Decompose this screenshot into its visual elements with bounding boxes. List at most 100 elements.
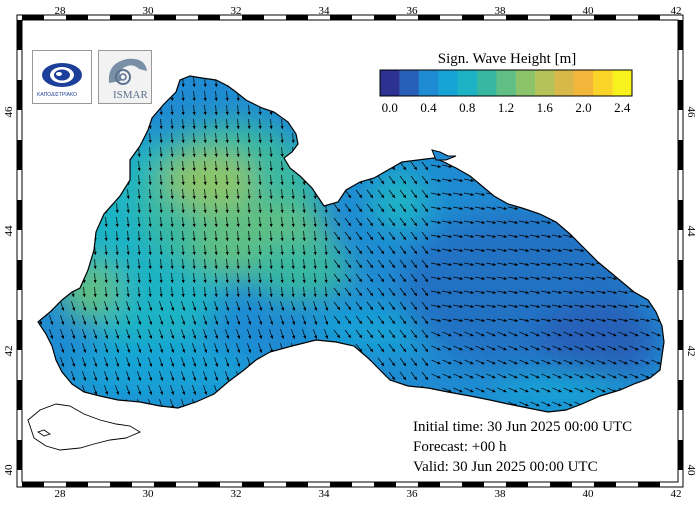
wave-arrow-head bbox=[380, 180, 384, 184]
wave-arrow-head bbox=[94, 321, 98, 325]
wave-arrow-head bbox=[547, 290, 551, 294]
wave-arrow-head bbox=[503, 347, 507, 351]
wave-arrow-head bbox=[159, 237, 163, 241]
wave-arrow-head bbox=[569, 234, 573, 238]
wave-arrow-head bbox=[258, 167, 262, 171]
wave-arrow-head bbox=[93, 251, 97, 255]
wave-arrow-head bbox=[127, 321, 131, 325]
wave-arrow-head bbox=[424, 362, 428, 366]
wave-arrow-head bbox=[280, 223, 284, 227]
wave-arrow-head bbox=[369, 180, 373, 184]
wave-arrow-head bbox=[39, 321, 43, 325]
wave-arrow-head bbox=[138, 377, 142, 381]
wave-arrow-head bbox=[514, 248, 518, 252]
wave-arrow-head bbox=[269, 209, 273, 213]
wave-arrow-head bbox=[459, 389, 463, 393]
wave-arrow-head bbox=[424, 222, 428, 226]
wave-arrow-head bbox=[269, 293, 273, 297]
wave-arrow-head bbox=[624, 318, 628, 322]
wave-arrow-head bbox=[302, 251, 306, 255]
wave-arrow-head bbox=[192, 209, 196, 213]
wave-arrow-head bbox=[558, 318, 562, 322]
wave-arrow-head bbox=[72, 377, 76, 381]
wave-arrow-head bbox=[258, 209, 262, 213]
wave-arrow-head bbox=[259, 307, 263, 311]
wave-arrow-head bbox=[226, 307, 230, 311]
wave-arrow-head bbox=[448, 375, 452, 379]
colorbar-tick-label: 2.0 bbox=[575, 100, 591, 115]
wave-arrow-head bbox=[324, 237, 328, 241]
wave-arrow-head bbox=[324, 209, 328, 213]
wave-arrow-head bbox=[413, 348, 417, 352]
wave-arrow-head bbox=[203, 97, 207, 101]
wave-arrow-head bbox=[181, 167, 185, 171]
wave-arrow-head bbox=[226, 321, 230, 325]
wave-arrow-head bbox=[536, 276, 540, 280]
wave-arrow-head bbox=[203, 223, 207, 227]
wave-arrow-head bbox=[602, 290, 606, 294]
wave-arrow-head bbox=[116, 335, 120, 339]
wave-arrow-head bbox=[470, 220, 474, 224]
wave-arrow-head bbox=[314, 321, 318, 325]
wave-arrow-head bbox=[470, 375, 474, 379]
wave-arrow-head bbox=[558, 375, 562, 379]
wave-arrow-head bbox=[336, 208, 340, 212]
wave-arrow-head bbox=[214, 125, 218, 129]
wave-arrow-head bbox=[236, 181, 240, 185]
wave-arrow-head bbox=[391, 362, 395, 366]
wave-arrow-head bbox=[413, 320, 417, 324]
wave-arrow-head bbox=[214, 167, 218, 171]
wave-arrow-head bbox=[470, 318, 474, 322]
wave-arrow-head bbox=[424, 348, 428, 352]
wave-arrow-head bbox=[602, 276, 606, 280]
wave-arrow-head bbox=[525, 347, 529, 351]
wave-arrow-head bbox=[192, 83, 196, 87]
wave-arrow-head bbox=[302, 209, 306, 213]
wave-arrow-head bbox=[116, 321, 120, 325]
wave-arrow-head bbox=[413, 222, 417, 226]
colorbar-swatch bbox=[399, 70, 420, 96]
wave-arrow-head bbox=[247, 167, 251, 171]
lon-label-top: 34 bbox=[319, 5, 331, 17]
wave-arrow-head bbox=[547, 248, 551, 252]
wave-arrow-head bbox=[437, 234, 441, 238]
wave-arrow-head bbox=[324, 293, 328, 297]
wave-arrow-head bbox=[193, 391, 197, 395]
wave-arrow-head bbox=[547, 333, 551, 337]
wave-arrow-head bbox=[437, 333, 441, 337]
wave-arrow-head bbox=[402, 180, 406, 184]
wave-arrow-head bbox=[402, 250, 406, 254]
colorbar-swatch bbox=[380, 70, 400, 96]
colorbar-tick-label: 0.8 bbox=[459, 100, 475, 115]
wave-arrow-head bbox=[347, 222, 351, 226]
wave-arrow-head bbox=[182, 377, 186, 381]
wave-arrow-head bbox=[437, 361, 441, 365]
wave-arrow-head bbox=[481, 234, 485, 238]
wave-arrow-head bbox=[547, 347, 551, 351]
wave-arrow-head bbox=[336, 250, 340, 254]
wave-arrow-head bbox=[470, 290, 474, 294]
wave-arrow-head bbox=[237, 363, 241, 367]
wave-arrow-head bbox=[424, 292, 428, 296]
wave-arrow-head bbox=[580, 262, 584, 266]
wave-arrow-head bbox=[448, 206, 452, 210]
wave-arrow-head bbox=[280, 167, 284, 171]
wave-arrow-head bbox=[481, 206, 485, 210]
colorbar-swatch bbox=[612, 70, 633, 96]
wave-arrow-head bbox=[624, 361, 628, 365]
wave-arrow-head bbox=[459, 178, 463, 182]
wave-arrow-head bbox=[247, 111, 251, 115]
wave-arrow-head bbox=[126, 293, 130, 297]
wave-arrow-head bbox=[269, 195, 273, 199]
wave-arrow-head bbox=[347, 292, 351, 296]
wave-arrow-head bbox=[258, 237, 262, 241]
wave-arrow-head bbox=[448, 234, 452, 238]
swirl-logo-icon bbox=[108, 58, 147, 85]
lon-label-bottom: 40 bbox=[583, 488, 595, 500]
wave-arrow-head bbox=[302, 195, 306, 199]
lon-label-top: 42 bbox=[671, 5, 682, 17]
wave-arrow-head bbox=[448, 178, 452, 182]
colorbar-swatch bbox=[418, 70, 439, 96]
wave-arrow-head bbox=[192, 167, 196, 171]
wave-arrow-head bbox=[459, 318, 463, 322]
